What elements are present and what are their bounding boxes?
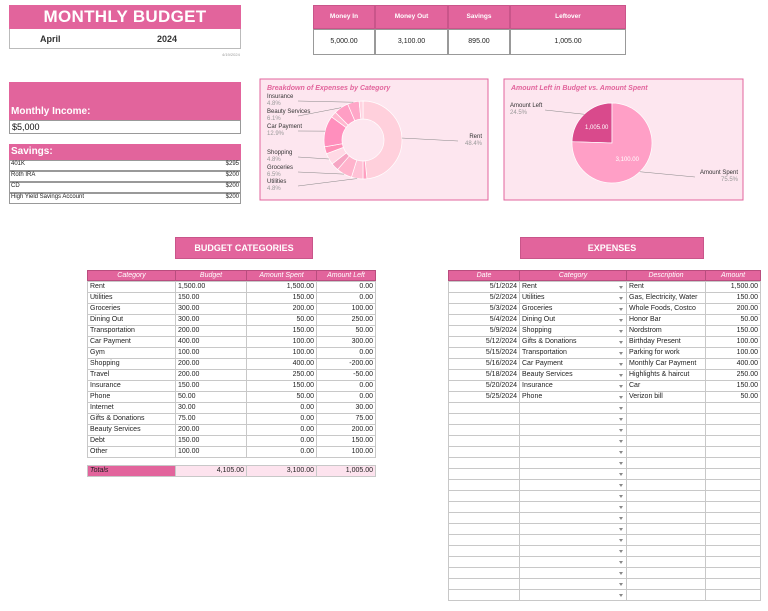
leader-line xyxy=(297,171,345,175)
table-header: Category xyxy=(87,270,176,281)
summary-header: Money In xyxy=(313,5,375,29)
table-cell: Other xyxy=(87,446,176,458)
slice-label: Amount Left xyxy=(510,103,543,109)
year: 2024 xyxy=(157,34,178,44)
expenses-title: EXPENSES xyxy=(520,237,704,259)
slice-label: Rent xyxy=(469,134,482,140)
slice-percent: 24.5% xyxy=(510,110,528,116)
empty-cell xyxy=(448,589,520,601)
table-header: Amount xyxy=(705,270,761,281)
income-label: Monthly Income: xyxy=(11,106,91,117)
slice-label: Shopping xyxy=(267,150,292,156)
slice-label: Insurance xyxy=(267,94,294,100)
slice-percent: 12.9% xyxy=(267,131,285,137)
totals-cell: Totals xyxy=(87,465,176,477)
table-cell: 100.00 xyxy=(175,446,247,458)
leader-line xyxy=(639,171,696,178)
pie-slice xyxy=(571,102,653,184)
slice-label: Amount Spent xyxy=(700,170,738,176)
slice-percent: 4.8% xyxy=(267,186,281,192)
income-value: $5,000 xyxy=(9,120,241,134)
slice-percent: 75.5% xyxy=(721,177,739,183)
savings-row xyxy=(9,171,241,182)
leader-line xyxy=(544,109,585,115)
slice-percent: 4.8% xyxy=(267,157,281,163)
table-cell: 100.00 xyxy=(316,446,376,458)
donut-slice xyxy=(358,100,364,120)
summary-value: 895.00 xyxy=(448,29,510,55)
table-header: Date xyxy=(448,270,520,281)
date-note: 4/19/2024 xyxy=(222,52,240,57)
savings-row xyxy=(9,160,241,171)
slice-label: Groceries xyxy=(267,165,293,171)
savings-header: Savings: xyxy=(9,144,241,160)
summary-value: 1,005.00 xyxy=(510,29,626,55)
savings-label: Savings: xyxy=(11,146,53,157)
leader-line xyxy=(297,107,342,117)
slice-value: 1,005.00 xyxy=(585,125,609,131)
slice-percent: 4.8% xyxy=(267,101,281,107)
leader-line xyxy=(297,178,358,187)
chart-title: Amount Left in Budget vs. Amount Spent xyxy=(510,85,648,92)
leader-line xyxy=(297,156,329,160)
empty-cell xyxy=(705,589,761,601)
savings-name: CD xyxy=(11,183,20,189)
table-cell: 0.00 xyxy=(246,446,317,458)
slice-percent: 6.5% xyxy=(267,172,281,178)
table-header: Category xyxy=(519,270,627,281)
summary-header: Savings xyxy=(448,5,510,29)
summary-header: Leftover xyxy=(510,5,626,29)
slice-percent: 6.1% xyxy=(267,116,281,122)
table-header: Amount Left xyxy=(316,270,376,281)
income-header: Monthly Income: xyxy=(9,82,241,120)
slice-label: Car Payment xyxy=(267,124,302,130)
slice-percent: 48.4% xyxy=(465,141,483,147)
savings-name: High Yield Savings Account xyxy=(11,194,85,200)
title-bar: MONTHLY BUDGET xyxy=(9,5,241,29)
savings-amount: $200 xyxy=(225,194,239,200)
totals-cell: 3,100.00 xyxy=(246,465,317,477)
chart-title: Breakdown of Expenses by Category xyxy=(267,85,391,92)
slice-value: 3,100.00 xyxy=(616,157,640,163)
summary-value: 3,100.00 xyxy=(375,29,448,55)
page-title: MONTHLY BUDGET xyxy=(43,7,207,26)
empty-cell xyxy=(626,589,706,601)
month: April xyxy=(40,34,61,44)
summary-value: 5,000.00 xyxy=(313,29,375,55)
slice-label: Utilities xyxy=(267,179,286,185)
summary-header: Money Out xyxy=(375,5,448,29)
savings-row xyxy=(9,193,241,204)
savings-amount: $200 xyxy=(225,183,239,189)
leader-line xyxy=(297,100,354,103)
period-row: April 2024 xyxy=(9,29,241,49)
chart-frame xyxy=(259,78,489,201)
donut-slice xyxy=(362,100,403,180)
table-header: Description xyxy=(626,270,706,281)
savings-amount: $200 xyxy=(225,172,239,178)
table-header: Budget xyxy=(175,270,247,281)
leader-line xyxy=(401,137,459,142)
savings-name: 401K xyxy=(11,161,26,167)
empty-cell xyxy=(519,589,627,601)
savings-amount: $295 xyxy=(225,161,239,167)
savings-name: Roth IRA xyxy=(11,172,36,178)
savings-row xyxy=(9,182,241,193)
slice-label: Beauty Services xyxy=(267,109,310,115)
budget-title: BUDGET CATEGORIES xyxy=(175,237,313,259)
totals-cell: 1,005.00 xyxy=(316,465,376,477)
totals-cell: 4,105.00 xyxy=(175,465,247,477)
table-header: Amount Spent xyxy=(246,270,317,281)
